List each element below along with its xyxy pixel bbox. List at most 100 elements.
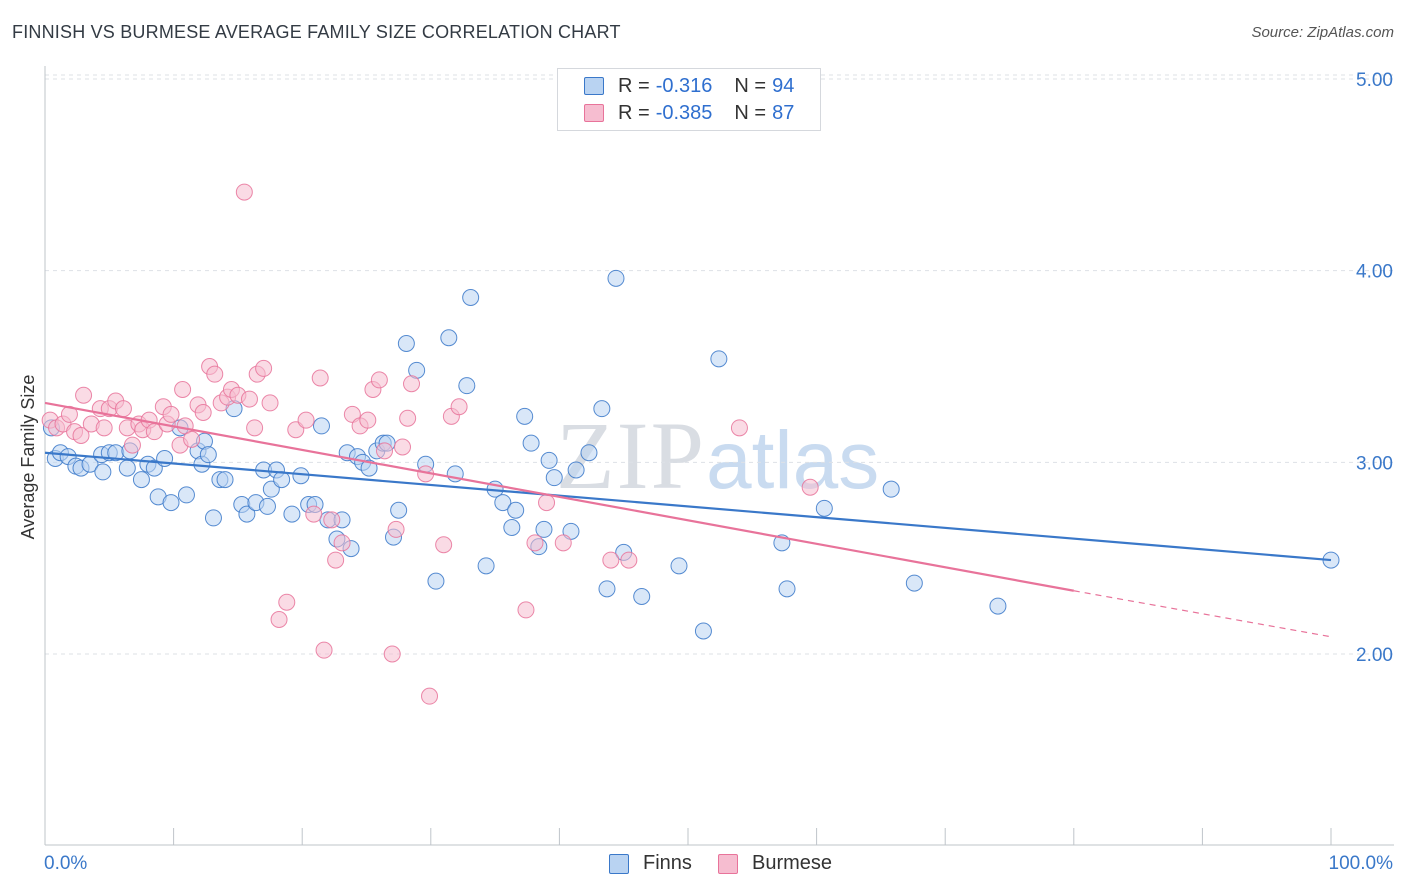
burmese-point-44 [305,505,323,523]
burmese-point-48 [327,551,345,569]
burmese-point-49 [333,534,351,552]
finns-r-label: R = [618,74,650,97]
finns-point-88 [882,480,900,498]
finns-point-73 [545,469,563,487]
finns-point-77 [593,400,611,418]
finns-point-61 [458,377,476,395]
burmese-point-34 [235,183,253,201]
burmese-point-41 [278,593,296,611]
finns-point-41 [312,417,330,435]
finns-point-82 [670,557,688,575]
trend-lines [44,401,1332,638]
burmese-point-12 [114,400,132,418]
finns-point-33 [258,497,276,515]
burmese-point-47 [323,511,341,529]
x-tick-label-0: 0.0% [44,853,87,874]
burmese-points [41,183,819,705]
burmese-point-68 [538,494,556,512]
burmese-point-46 [315,641,333,659]
burmese-trend-extension [1073,590,1332,638]
finns-swatch [584,77,604,95]
finns-point-69 [522,434,540,452]
series-legend: Finns Burmese [0,852,1406,876]
y-tick-label-0: 2.00 [1356,645,1393,666]
burmese-point-29 [206,365,224,383]
finns-point-37 [283,505,301,523]
finns-point-62 [462,289,480,306]
burmese-point-66 [517,601,535,619]
burmese-point-5 [72,427,90,444]
finns-point-54 [390,501,408,519]
burmese-point-25 [183,430,201,448]
finns-point-63 [477,557,495,575]
finns-point-86 [778,580,796,598]
burmese-point-40 [270,611,288,628]
finns-point-68 [516,407,534,425]
series-legend-burmese[interactable]: Burmese [718,852,832,875]
finns-n-value: 94 [772,74,795,97]
burmese-point-54 [370,371,388,389]
burmese-point-55 [376,442,394,460]
finns-point-58 [427,572,445,590]
finns-n-label: N = [734,74,767,97]
finns-point-78 [598,580,616,598]
finns-point-49 [360,459,378,477]
finns-point-18 [162,494,180,512]
burmese-point-38 [255,359,273,377]
finns-point-83 [694,622,712,640]
burmese-point-35 [240,390,258,408]
finns-point-66 [503,519,521,536]
source-credit: Source: ZipAtlas.com [1251,24,1394,41]
burmese-point-21 [162,405,180,423]
finns-point-27 [216,471,234,489]
finns-point-20 [177,486,195,504]
burmese-n-value: 87 [772,101,795,124]
tick-labels: 2.00 3.00 4.00 5.00 0.0% 100.0% [44,70,1393,874]
finns-r-value: -0.316 [655,74,713,97]
finns-point-87 [815,499,833,517]
finns-point-7 [94,463,112,481]
burmese-point-62 [421,687,439,705]
burmese-legend-label: Burmese [752,852,833,874]
burmese-point-27 [194,404,212,421]
burmese-swatch [584,104,604,122]
finns-point-13 [132,471,150,489]
burmese-n-label: N = [734,101,767,124]
burmese-point-43 [297,411,315,429]
burmese-point-6 [75,386,93,404]
burmese-point-9 [95,419,113,437]
finns-point-11 [118,459,136,477]
burmese-legend-swatch [718,853,738,874]
finns-point-55 [397,335,415,352]
burmese-point-72 [730,419,748,437]
series-legend-finns[interactable]: Finns [609,852,692,875]
finns-point-59 [440,329,458,347]
finns-points [42,269,1340,640]
finns-legend-label: Finns [643,852,692,874]
finns-point-72 [540,451,558,469]
burmese-point-23 [174,381,192,398]
burmese-point-73 [801,478,819,496]
finns-point-30 [238,505,256,523]
burmese-point-63 [435,536,453,554]
legend-row-finns: R = -0.316 N = 94 [584,73,794,99]
burmese-trend-line [44,401,1074,592]
burmese-point-67 [526,534,544,552]
finns-point-75 [567,461,585,479]
burmese-point-14 [123,436,141,454]
finns-point-79 [607,269,625,287]
burmese-point-60 [403,375,421,393]
burmese-r-label: R = [618,101,650,124]
finns-trend-line [44,451,1332,562]
correlation-legend: R = -0.316 N = 94 R = -0.385 N = 87 [557,68,821,131]
finns-point-71 [535,520,553,538]
finns-point-67 [507,501,525,519]
burmese-point-45 [311,369,329,387]
chart-title: FINNISH VS BURMESE AVERAGE FAMILY SIZE C… [12,22,621,42]
burmese-point-71 [620,551,638,569]
burmese-point-59 [399,409,417,427]
legend-row-burmese: R = -0.385 N = 87 [584,100,794,126]
y-tick-label-3: 5.00 [1356,70,1393,91]
burmese-point-69 [554,534,572,552]
burmese-point-39 [261,394,279,412]
